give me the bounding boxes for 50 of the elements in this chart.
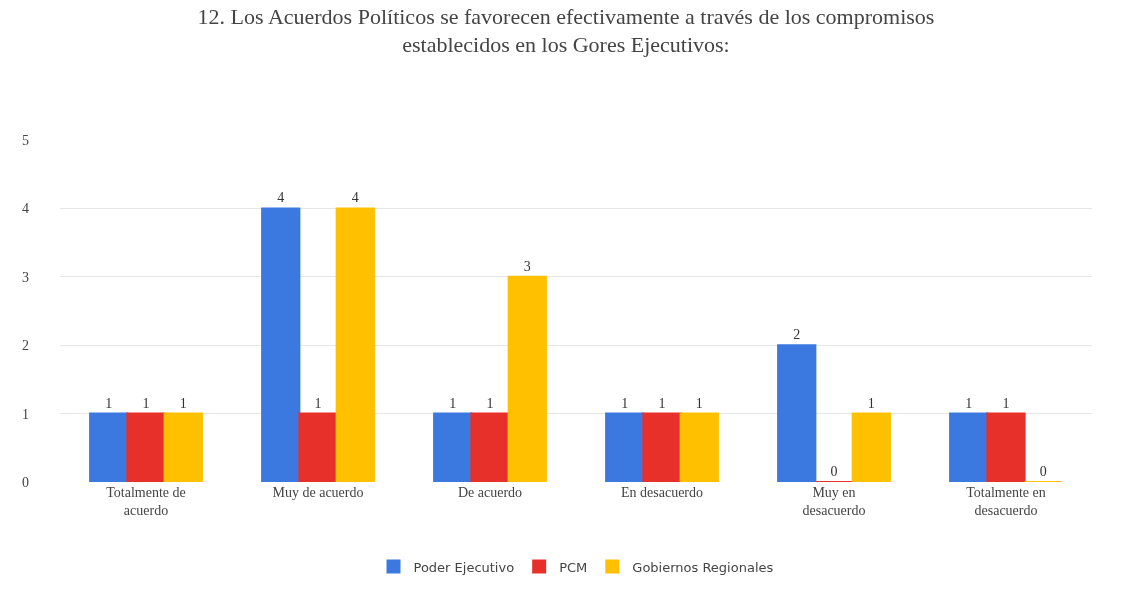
data-label: 3 [523, 258, 531, 274]
x-tick-label: En desacuerdo [620, 485, 704, 500]
bar [163, 412, 203, 482]
y-tick-label: 5 [22, 132, 29, 148]
data-label: 4 [351, 190, 359, 206]
x-tick-label: Totalmente en desacuerdo [966, 485, 1046, 519]
data-label: 1 [449, 395, 457, 411]
bar [335, 207, 375, 482]
data-label: 1 [867, 395, 875, 411]
bar [507, 275, 547, 482]
bar [298, 412, 338, 482]
data-label: 1 [965, 395, 973, 411]
bar [126, 412, 166, 482]
bar [261, 207, 301, 482]
x-tick-label: De acuerdo [457, 485, 523, 500]
legend-label: PCM [559, 559, 588, 575]
bar [470, 412, 510, 482]
data-label: 1 [695, 395, 703, 411]
bar [851, 412, 891, 482]
data-label: 1 [314, 395, 322, 411]
data-label: 1 [621, 395, 629, 411]
bar [642, 412, 682, 482]
y-tick-label: 3 [22, 269, 29, 285]
chart-title: 12. Los Acuerdos Políticos se favorecen efectivamente a través de los compromisos establecidos en los Gores Ejecutivos: [197, 3, 935, 58]
bar [777, 344, 817, 482]
x-tick-label: Muy de acuerdo [272, 485, 364, 500]
y-tick-label: 0 [22, 474, 29, 490]
y-tick-label: 4 [22, 201, 29, 217]
bar [986, 412, 1026, 482]
data-label: 1 [105, 395, 113, 411]
legend-label: Poder Ejecutivo [413, 559, 515, 575]
bar [949, 412, 989, 482]
data-label: 1 [486, 395, 494, 411]
bar [679, 412, 719, 482]
data-label: 1 [658, 395, 666, 411]
x-tick-label: Totalmente de acuerdo [106, 485, 186, 519]
y-tick-label: 1 [22, 406, 29, 422]
data-label: 0 [830, 464, 838, 479]
y-tick-label: 2 [22, 338, 29, 354]
data-label: 4 [277, 190, 285, 206]
bar [89, 412, 129, 482]
data-label: 1 [1002, 395, 1010, 411]
data-label: 2 [793, 327, 801, 343]
bar [433, 412, 473, 482]
data-label: 1 [142, 395, 150, 411]
bar [605, 412, 645, 482]
data-label: 1 [179, 395, 187, 411]
legend-label: Gobiernos Regionales [632, 559, 774, 575]
x-tick-label: Muy en desacuerdo [802, 485, 866, 519]
data-label: 0 [1039, 464, 1047, 479]
